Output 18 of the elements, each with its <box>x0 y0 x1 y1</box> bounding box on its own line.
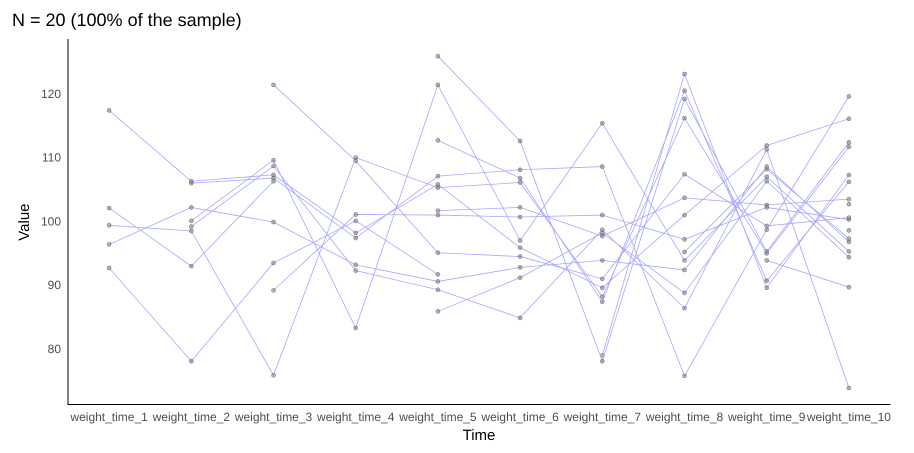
x-tick-label: weight_time_10 <box>806 410 892 424</box>
x-tick-label: weight_time_6 <box>480 410 560 424</box>
x-tick-label: weight_time_4 <box>316 410 395 424</box>
x-tick-label: weight_time_3 <box>234 410 313 424</box>
x-tick-label: weight_time_1 <box>69 410 148 424</box>
y-tick-label: 90 <box>48 278 62 292</box>
x-axis-title: Time <box>462 427 496 444</box>
y-axis-title: Value <box>16 203 34 241</box>
x-tick-label: weight_time_9 <box>727 410 806 424</box>
x-tick-label: weight_time_7 <box>562 410 642 424</box>
y-tick-label: 80 <box>48 342 62 356</box>
x-tick-label: weight_time_5 <box>398 410 477 424</box>
chart-title: N = 20 (100% of the sample) <box>12 10 242 30</box>
y-tick-label: 120 <box>40 86 62 101</box>
y-tick-label: 100 <box>40 214 62 228</box>
y-tick-label: 110 <box>42 150 62 165</box>
x-tick-label: weight_time_8 <box>644 410 724 424</box>
x-tick-label: weight_time_2 <box>152 410 230 424</box>
